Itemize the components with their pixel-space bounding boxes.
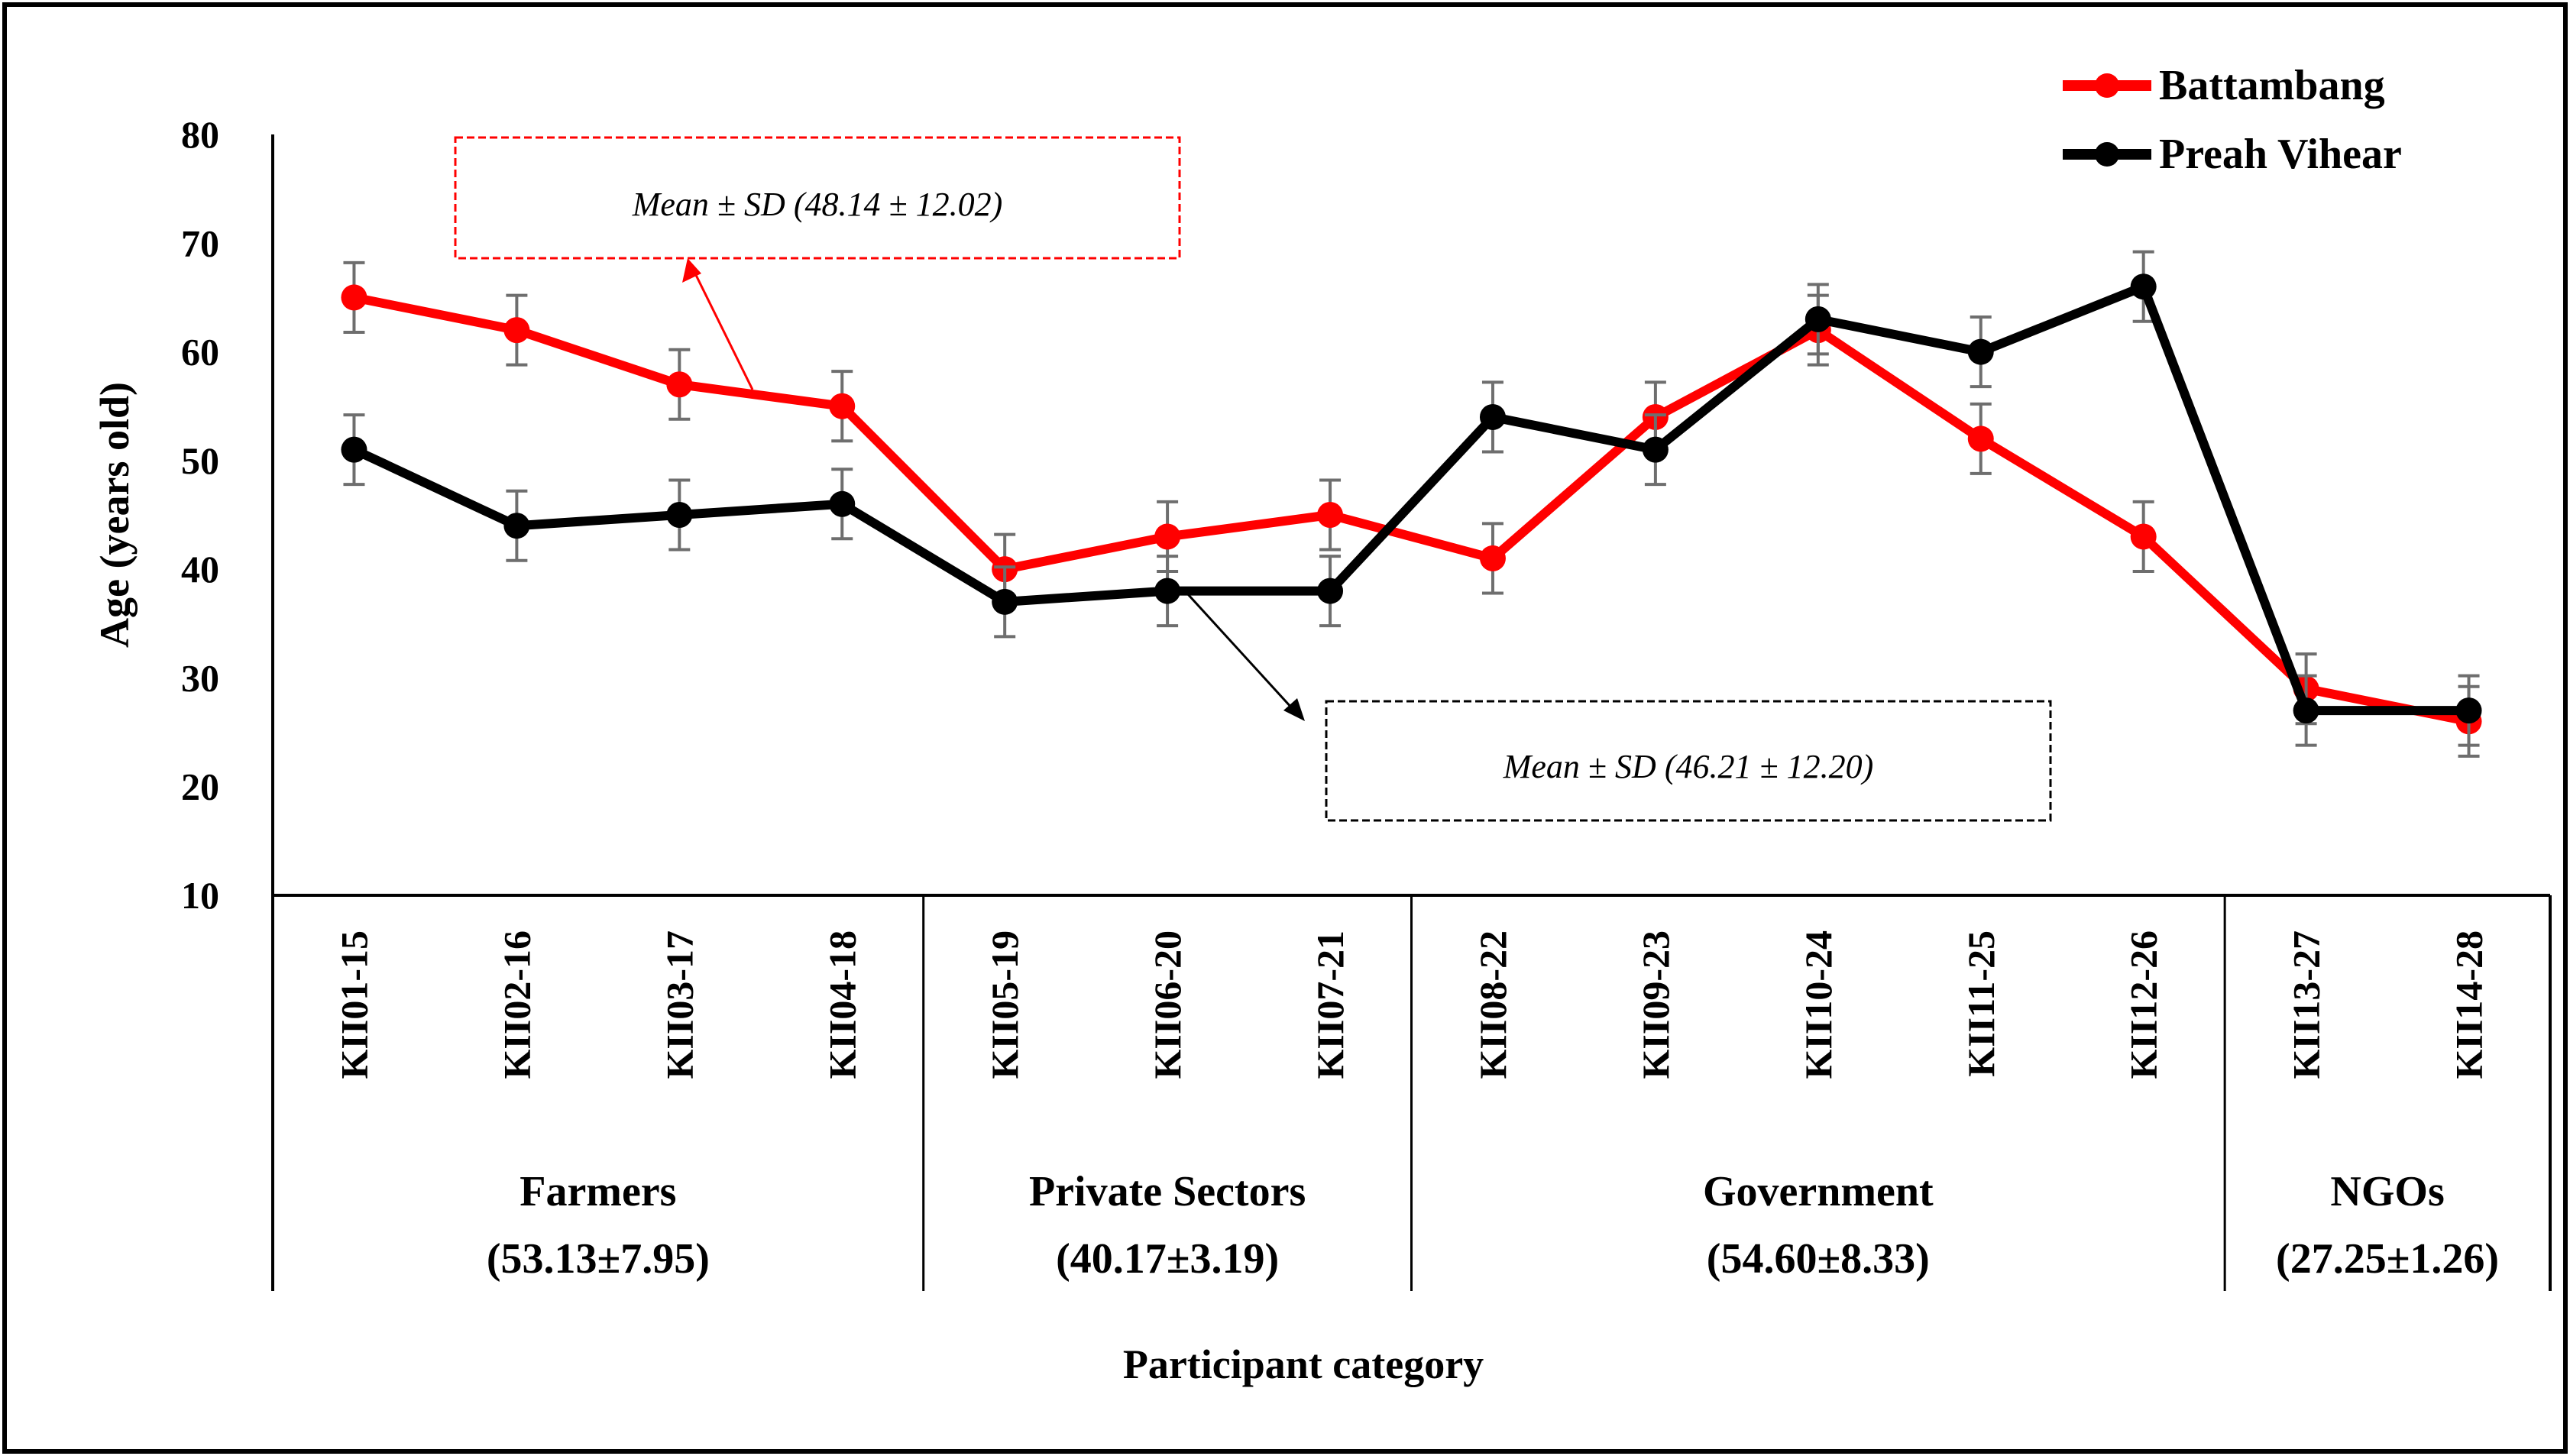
legend-marker-battambang <box>2095 73 2119 98</box>
group-stat: (53.13±7.95) <box>487 1235 710 1283</box>
battambang-annotation-box <box>454 136 1181 260</box>
data-point-preah-vihear <box>1479 403 1506 430</box>
legend-label-preah-vihear: Preah Vihear <box>2159 131 2402 178</box>
data-point-preah-vihear <box>1805 306 1831 332</box>
data-point-preah-vihear <box>666 502 693 528</box>
x-tick-label: KII04-18 <box>821 930 863 1079</box>
data-point-preah-vihear <box>1154 578 1181 604</box>
data-point-battambang <box>1967 425 1994 452</box>
group-stat: (54.60±8.33) <box>1707 1235 1930 1283</box>
preah-vihear-annotation-arrow <box>1186 593 1294 710</box>
group-stat: (40.17±3.19) <box>1056 1235 1279 1283</box>
group-label: Farmers <box>520 1168 676 1215</box>
group-stat: (27.25±1.26) <box>2276 1235 2499 1283</box>
y-tick-label: 60 <box>181 331 219 374</box>
data-point-battambang <box>1317 502 1344 528</box>
data-point-preah-vihear <box>829 490 856 517</box>
data-point-preah-vihear <box>2130 273 2157 300</box>
y-tick-label: 10 <box>181 874 219 917</box>
series-line-battambang <box>353 293 2470 726</box>
x-tick-label: KII13-27 <box>2285 930 2328 1079</box>
data-point-preah-vihear <box>1317 578 1344 604</box>
x-tick-label: KII05-19 <box>983 930 1026 1079</box>
series-line-preah-vihear <box>351 282 2469 716</box>
data-point-preah-vihear <box>992 588 1018 615</box>
data-point-preah-vihear <box>2293 697 2319 724</box>
data-point-battambang <box>1154 523 1181 550</box>
legend: Battambang Preah Vihear <box>2063 62 2402 178</box>
group-label: NGOs <box>2330 1168 2444 1215</box>
x-tick-label: KII09-23 <box>1634 930 1677 1079</box>
data-point-battambang <box>1479 545 1506 571</box>
data-point-preah-vihear <box>1642 436 1669 463</box>
battambang-annotation-arrow <box>691 267 754 390</box>
y-axis-title: Age (years old) <box>92 382 138 648</box>
group-label: Government <box>1703 1168 1934 1215</box>
battambang-arrowhead <box>682 258 701 283</box>
y-tick-label: 50 <box>181 439 219 482</box>
preah-vihear-annotation-text: Mean ± SD (46.21 ± 12.20) <box>1503 748 1874 785</box>
x-tick-label: KII07-21 <box>1309 930 1351 1079</box>
data-point-preah-vihear <box>503 513 530 539</box>
x-tick-label: KII14-28 <box>2448 930 2491 1079</box>
group-label: Private Sectors <box>1029 1168 1306 1215</box>
data-point-battambang <box>341 284 367 311</box>
data-point-battambang <box>2130 523 2157 550</box>
legend-label-battambang: Battambang <box>2159 62 2385 109</box>
x-axis-title: Participant category <box>1123 1341 1484 1387</box>
preah-vihear-annotation-box <box>1325 700 2052 822</box>
data-point-battambang <box>829 393 856 419</box>
x-tick-label: KII11-25 <box>1960 930 2002 1077</box>
legend-marker-preah-vihear <box>2095 142 2119 167</box>
y-tick-label: 70 <box>181 222 219 264</box>
x-tick-label: KII03-17 <box>658 930 701 1079</box>
battambang-annotation-text: Mean ± SD (48.14 ± 12.02) <box>632 186 1003 223</box>
y-tick-label: 40 <box>181 548 219 590</box>
x-tick-label: KII02-16 <box>495 930 538 1079</box>
x-tick-label: KII08-22 <box>1471 930 1514 1079</box>
data-point-battambang <box>666 371 693 398</box>
preah-vihear-arrowhead <box>1283 698 1305 721</box>
data-point-battambang <box>503 317 530 344</box>
y-tick-label: 30 <box>181 656 219 699</box>
y-tick-label: 80 <box>181 113 219 156</box>
y-tick-label: 20 <box>181 765 219 808</box>
data-point-preah-vihear <box>341 436 367 463</box>
data-point-preah-vihear <box>2455 697 2482 724</box>
x-tick-label: KII12-26 <box>2122 930 2165 1079</box>
x-tick-label: KII06-20 <box>1146 930 1189 1079</box>
x-tick-label: KII10-24 <box>1797 930 1840 1079</box>
data-point-preah-vihear <box>1967 338 1994 365</box>
x-tick-label: KII01-15 <box>332 930 375 1079</box>
